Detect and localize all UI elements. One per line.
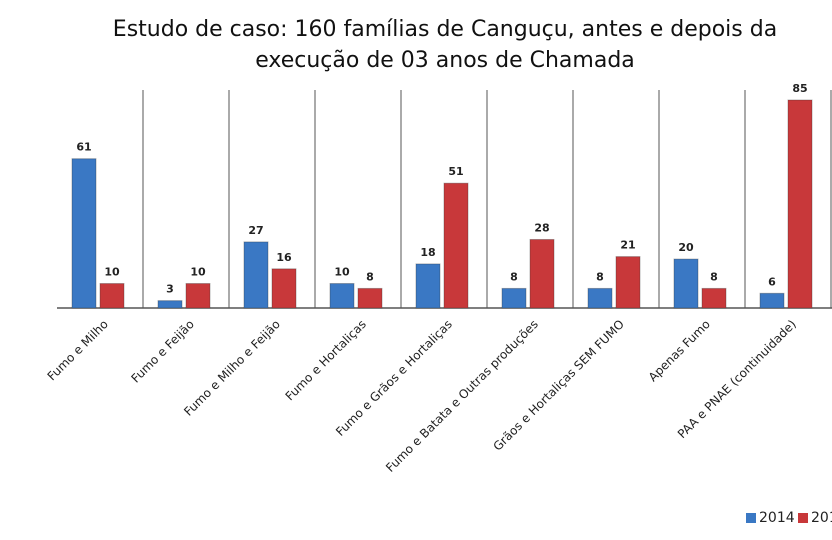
bar [243,241,269,309]
bar [99,283,125,309]
value-label: 10 [104,266,120,279]
bar [443,182,469,309]
bar [529,238,555,309]
bar [157,300,183,309]
value-label: 6 [768,275,776,288]
bar [501,287,527,309]
legend-label: 2014 [759,510,795,526]
value-label: 18 [420,246,435,259]
x-tick-group: Fumo e Milho e Feijão [181,317,283,419]
x-tick-label: Apenas Fumo [646,317,713,384]
value-label: 51 [448,165,463,178]
value-label: 8 [366,270,374,283]
x-tick-label: Fumo e Hortaliças [283,317,369,403]
x-tick-group: Fumo e Milho [45,317,111,383]
bar [271,268,297,309]
legend-label: 2016 [811,510,832,526]
x-tick-label: Fumo e Feijão [128,317,197,386]
x-tick-label: Fumo e Batata e Outras produções [383,317,541,475]
bar [71,158,97,309]
value-label: 10 [334,266,350,279]
bar [787,99,813,309]
value-label: 20 [678,241,694,254]
bar [701,287,727,309]
legend-swatch [798,513,808,523]
bar [357,287,383,309]
x-tick-label: Fumo e Milho [45,317,111,383]
bar [759,292,785,309]
bar [329,283,355,309]
value-label: 8 [710,270,718,283]
bar [185,283,211,309]
bar [587,287,613,309]
bar [615,256,641,309]
x-tick-group: Fumo e Feijão [128,317,197,386]
legend-swatch [746,513,756,523]
value-label: 21 [620,239,635,252]
chart-title: Estudo de caso: 160 famílias de Canguçu,… [112,17,778,73]
value-label: 16 [276,251,292,264]
value-label: 8 [510,270,518,283]
value-label: 27 [248,224,263,237]
value-label: 8 [596,270,604,283]
bar [673,258,699,309]
value-label: 61 [76,141,91,154]
x-tick-group: Fumo e Hortaliças [283,317,369,403]
x-tick-label: Fumo e Milho e Feijão [181,317,283,419]
value-label: 10 [190,266,206,279]
value-label: 3 [166,283,174,296]
value-label: 28 [534,221,549,234]
x-tick-group: Fumo e Batata e Outras produções [383,317,541,475]
value-label: 85 [792,82,807,95]
x-tick-group: Apenas Fumo [646,317,713,384]
bar [415,263,441,309]
